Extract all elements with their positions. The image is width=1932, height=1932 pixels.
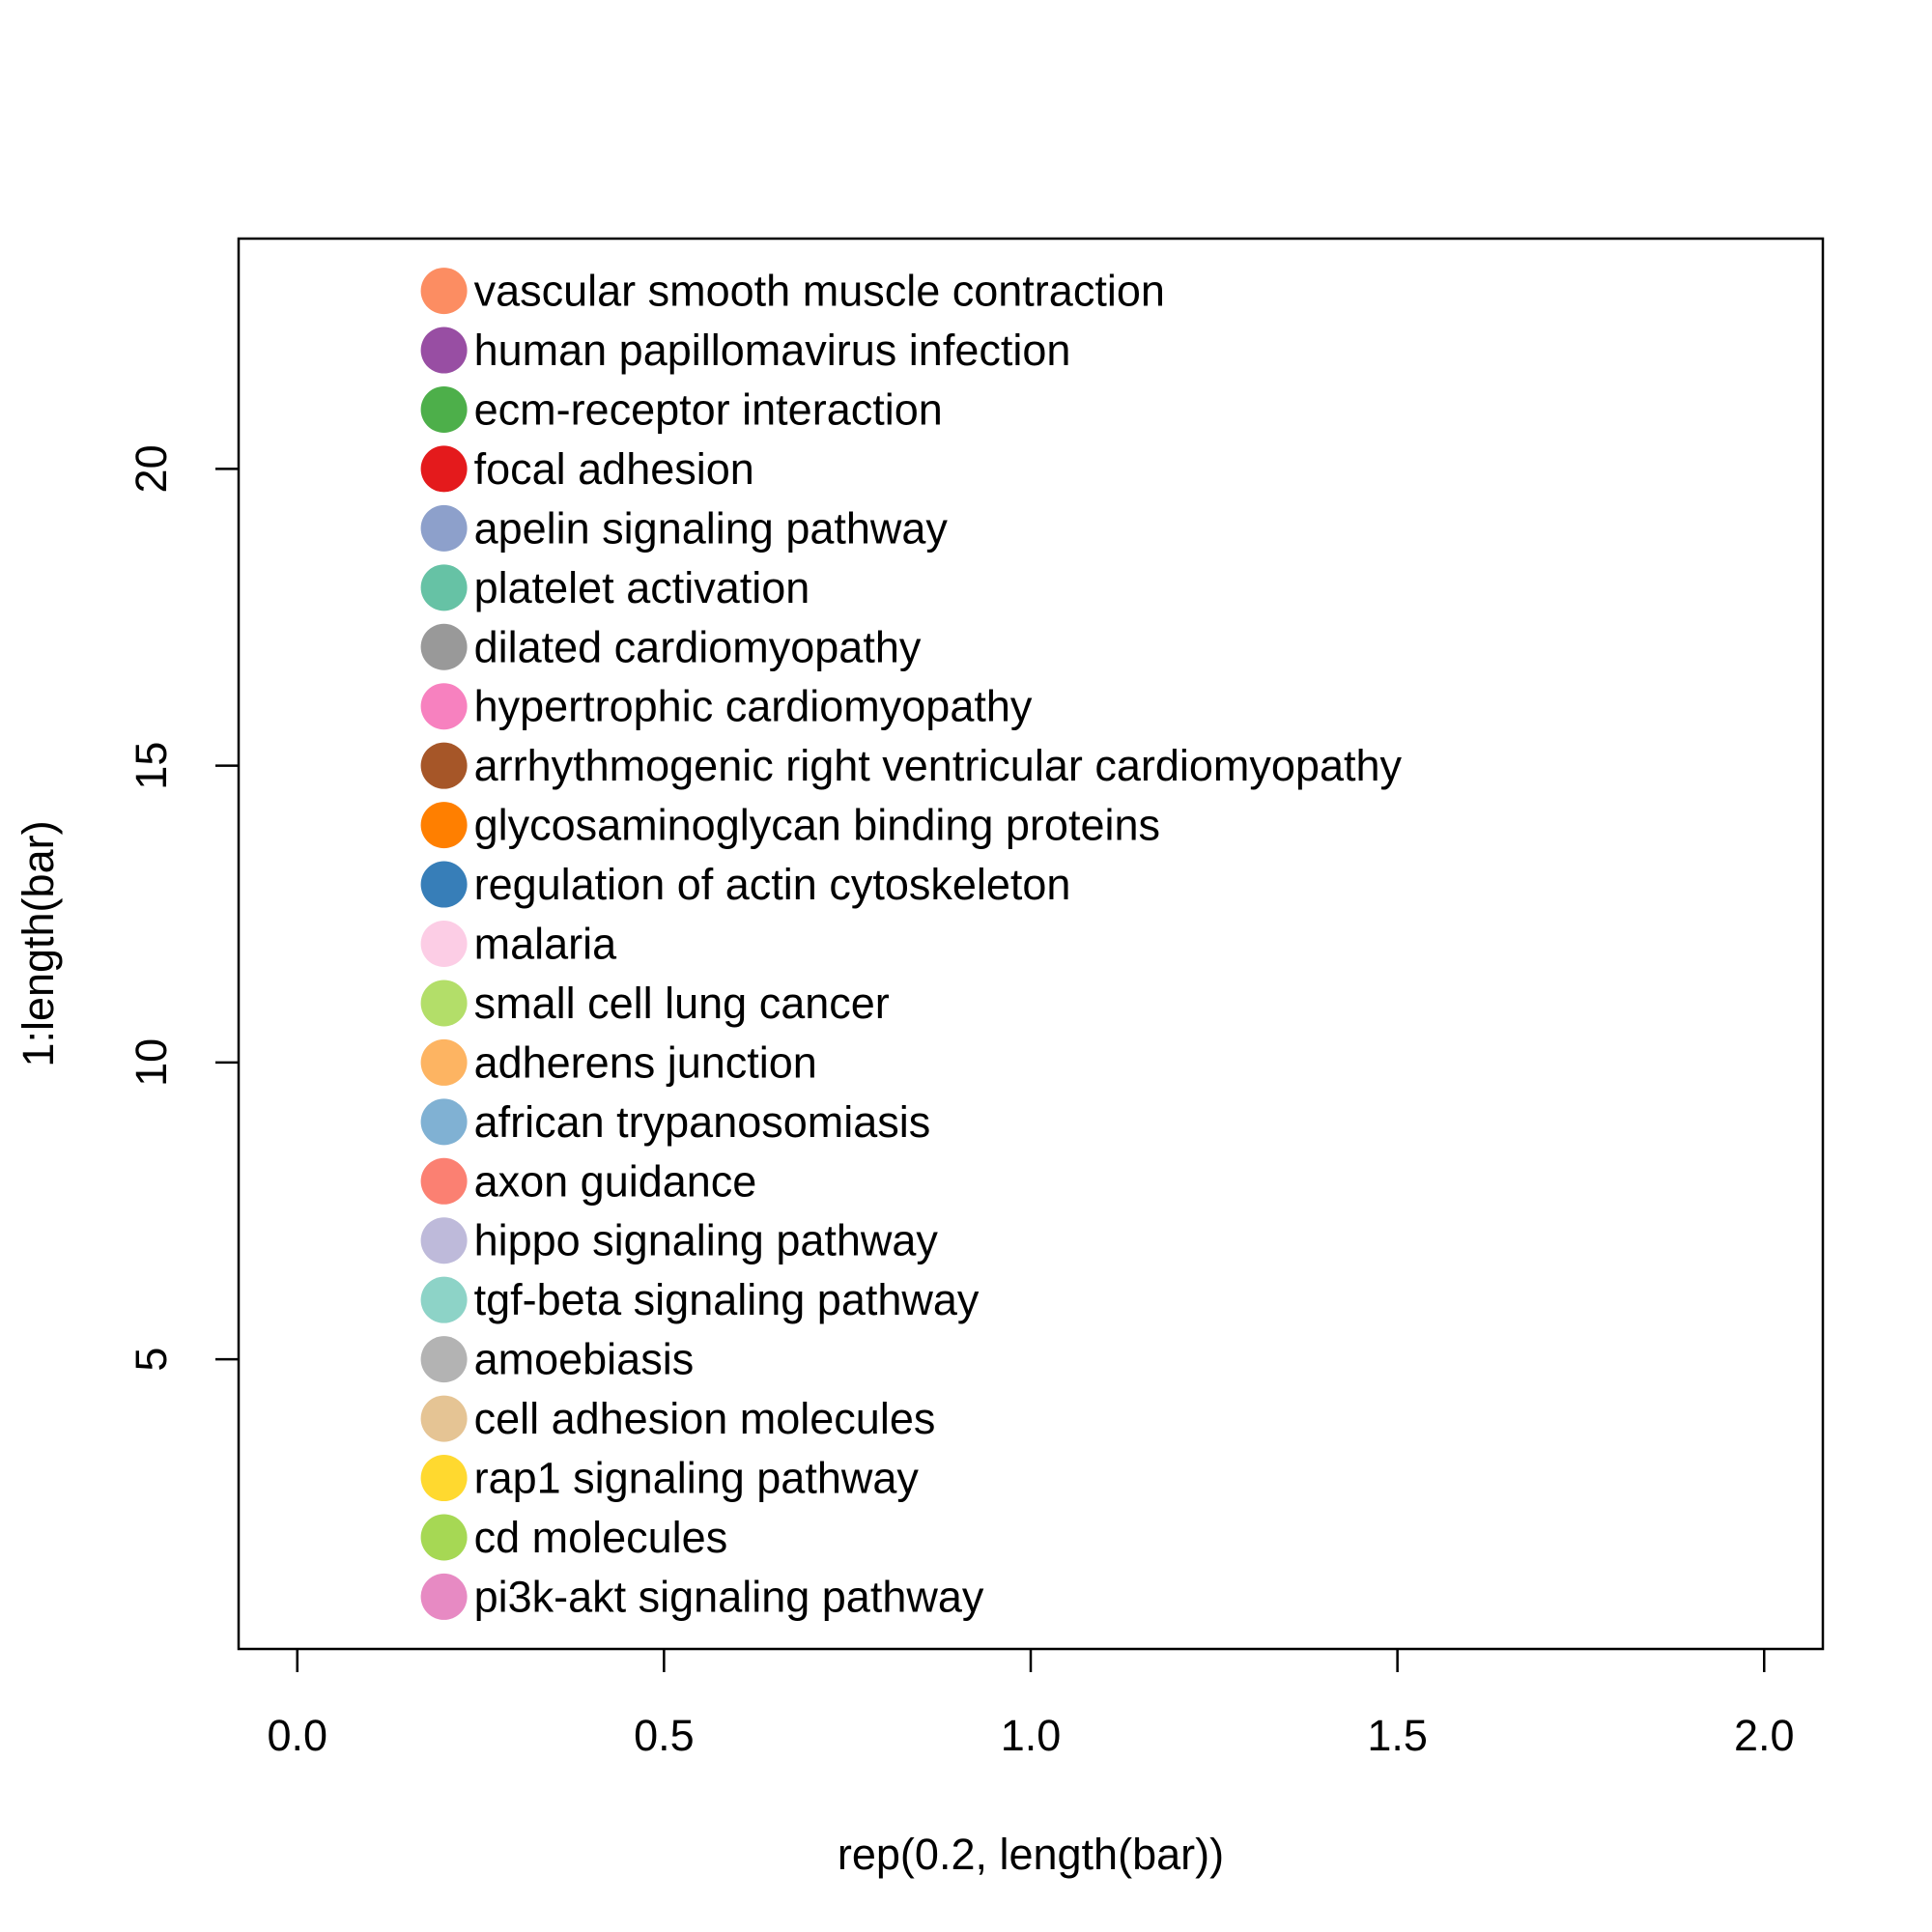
point-label: pi3k-akt signaling pathway xyxy=(474,1572,984,1621)
y-tick-label: 15 xyxy=(127,742,176,790)
data-point xyxy=(420,921,468,967)
data-point xyxy=(420,268,468,315)
data-point xyxy=(420,1336,468,1383)
x-tick-label: 0.0 xyxy=(267,1711,327,1760)
data-point xyxy=(420,1455,468,1502)
point-label: small cell lung cancer xyxy=(474,979,890,1028)
point-label: rap1 signaling pathway xyxy=(474,1454,920,1503)
point-label: focal adhesion xyxy=(474,444,754,494)
x-tick-label: 2.0 xyxy=(1734,1711,1795,1760)
data-point xyxy=(420,980,468,1027)
data-point xyxy=(420,861,468,908)
point-label: amoebiasis xyxy=(474,1335,695,1384)
point-label: hippo signaling pathway xyxy=(474,1216,939,1265)
data-point xyxy=(420,385,468,433)
data-point xyxy=(420,504,468,552)
data-point xyxy=(420,1276,468,1323)
y-tick-label: 10 xyxy=(127,1038,176,1087)
point-label: adherens junction xyxy=(474,1037,817,1087)
point-label: vascular smooth muscle contraction xyxy=(474,267,1165,316)
x-tick-label: 1.0 xyxy=(1001,1711,1062,1760)
data-point xyxy=(420,1098,468,1146)
x-axis-label: rep(0.2, length(bar)) xyxy=(838,1830,1224,1879)
data-point xyxy=(420,564,468,611)
point-label: tgf-beta signaling pathway xyxy=(474,1275,980,1324)
data-point xyxy=(420,327,468,374)
point-label: hypertrophic cardiomyopathy xyxy=(474,682,1033,731)
data-point xyxy=(420,1395,468,1442)
point-label: glycosaminoglycan binding proteins xyxy=(474,801,1160,850)
x-tick-label: 0.5 xyxy=(634,1711,695,1760)
point-label: ecm-receptor interaction xyxy=(474,384,943,434)
data-point xyxy=(420,1157,468,1205)
point-label: african trypanosomiasis xyxy=(474,1097,931,1147)
y-tick-label: 5 xyxy=(127,1348,176,1372)
data-point xyxy=(420,1573,468,1620)
x-tick-label: 1.5 xyxy=(1367,1711,1428,1760)
data-point xyxy=(420,445,468,493)
data-point xyxy=(420,623,468,670)
data-points: pi3k-akt signaling pathway cd molecules ra… xyxy=(420,267,1403,1621)
point-label: regulation of actin cytoskeleton xyxy=(474,860,1071,909)
point-label: arrhythmogenic right ventricular cardiom… xyxy=(474,741,1403,790)
point-label: malaria xyxy=(474,920,618,969)
data-point xyxy=(420,1217,468,1264)
point-label: human papillomavirus infection xyxy=(474,326,1071,375)
point-label: platelet activation xyxy=(474,563,810,612)
data-point xyxy=(420,683,468,730)
point-label: cell adhesion molecules xyxy=(474,1394,936,1443)
point-label: apelin signaling pathway xyxy=(474,503,949,553)
point-label: axon guidance xyxy=(474,1156,757,1206)
y-axis: 5 10 15 20 xyxy=(127,444,239,1372)
y-axis-label: 1:length(bar) xyxy=(14,820,63,1066)
point-label: cd molecules xyxy=(474,1513,728,1562)
data-point xyxy=(420,1038,468,1086)
x-axis: 0.0 0.5 1.0 1.5 2.0 xyxy=(267,1649,1795,1760)
y-tick-label: 20 xyxy=(127,444,176,493)
point-label: dilated cardiomyopathy xyxy=(474,622,922,671)
data-point xyxy=(420,802,468,849)
data-point xyxy=(420,1514,468,1561)
data-point xyxy=(420,742,468,789)
